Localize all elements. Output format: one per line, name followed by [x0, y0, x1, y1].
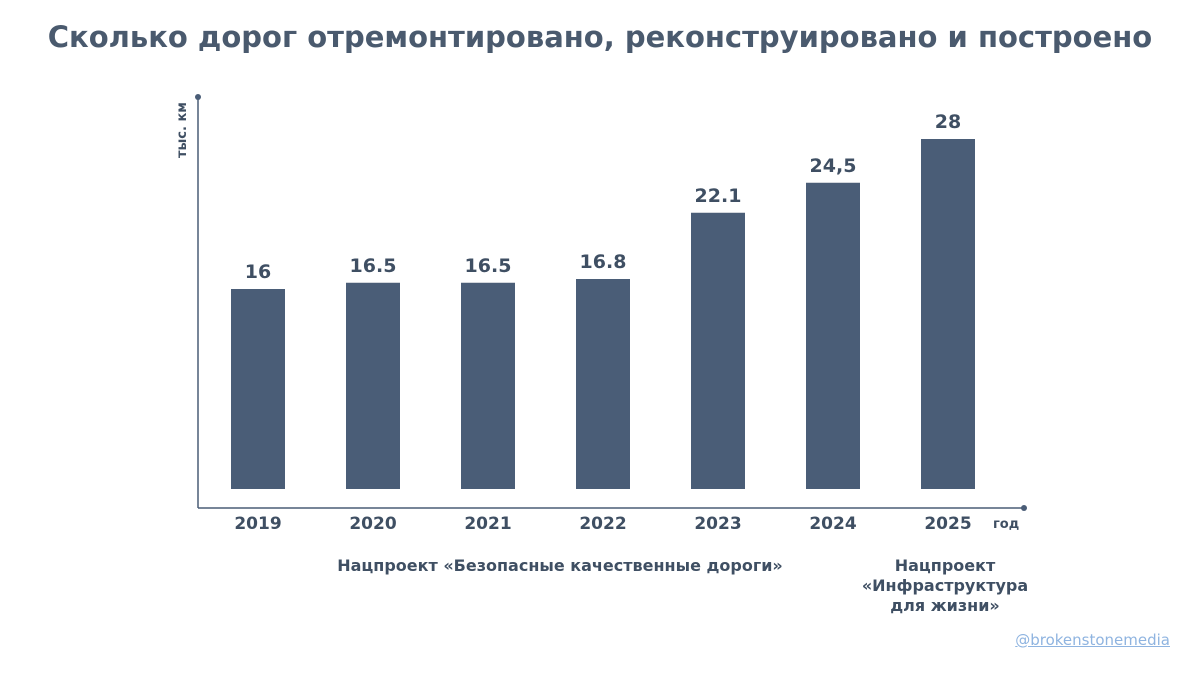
project-label-infra-line-1: Нацпроект	[894, 556, 996, 575]
chart-axes: тыс. км год	[175, 94, 1027, 532]
bar-2021	[461, 282, 515, 489]
project-label-infra: Нацпроект «Инфраструктура для жизни»	[850, 556, 1040, 616]
data-label-2024: 24,5	[810, 155, 857, 177]
chart-title: Сколько дорог отремонтировано, реконстру…	[47, 20, 1153, 54]
project-label-infra-line-2: «Инфраструктура	[861, 576, 1029, 595]
bar-2024	[806, 182, 860, 489]
x-axis-end-dot	[1021, 505, 1027, 511]
data-label-2019: 16	[245, 261, 271, 283]
data-label-2023: 22.1	[695, 185, 742, 207]
chart-labels: 16 2019 16.5 2020 16.5 2021 16.8 2022 22.1 2023 24…	[234, 111, 971, 534]
x-tick-label-2020: 2020	[349, 514, 396, 534]
data-label-2022: 16.8	[580, 251, 627, 273]
bar-2019	[231, 289, 285, 489]
x-tick-label-2025: 2025	[924, 514, 971, 534]
x-tick-label-2022: 2022	[579, 514, 626, 534]
x-tick-label-2019: 2019	[234, 514, 281, 534]
x-axis-label: год	[993, 517, 1019, 532]
chart-bars	[231, 139, 975, 489]
data-label-2025: 28	[935, 111, 961, 133]
data-label-2021: 16.5	[465, 255, 512, 277]
project-label-bkd: Нацпроект «Безопасные качественные дорог…	[337, 556, 783, 575]
data-label-2020: 16.5	[350, 255, 397, 277]
y-axis-end-dot	[195, 94, 201, 100]
x-tick-label-2023: 2023	[694, 514, 741, 534]
bar-2020	[346, 282, 400, 489]
bar-2023	[691, 212, 745, 489]
y-axis-label: тыс. км	[175, 102, 190, 158]
project-label-infra-line-3: для жизни»	[890, 596, 1000, 615]
bar-2025	[921, 139, 975, 489]
bar-2022	[576, 279, 630, 489]
x-tick-label-2024: 2024	[809, 514, 856, 534]
watermark-link[interactable]: @brokenstonemedia	[1015, 631, 1170, 649]
x-tick-label-2021: 2021	[464, 514, 511, 534]
